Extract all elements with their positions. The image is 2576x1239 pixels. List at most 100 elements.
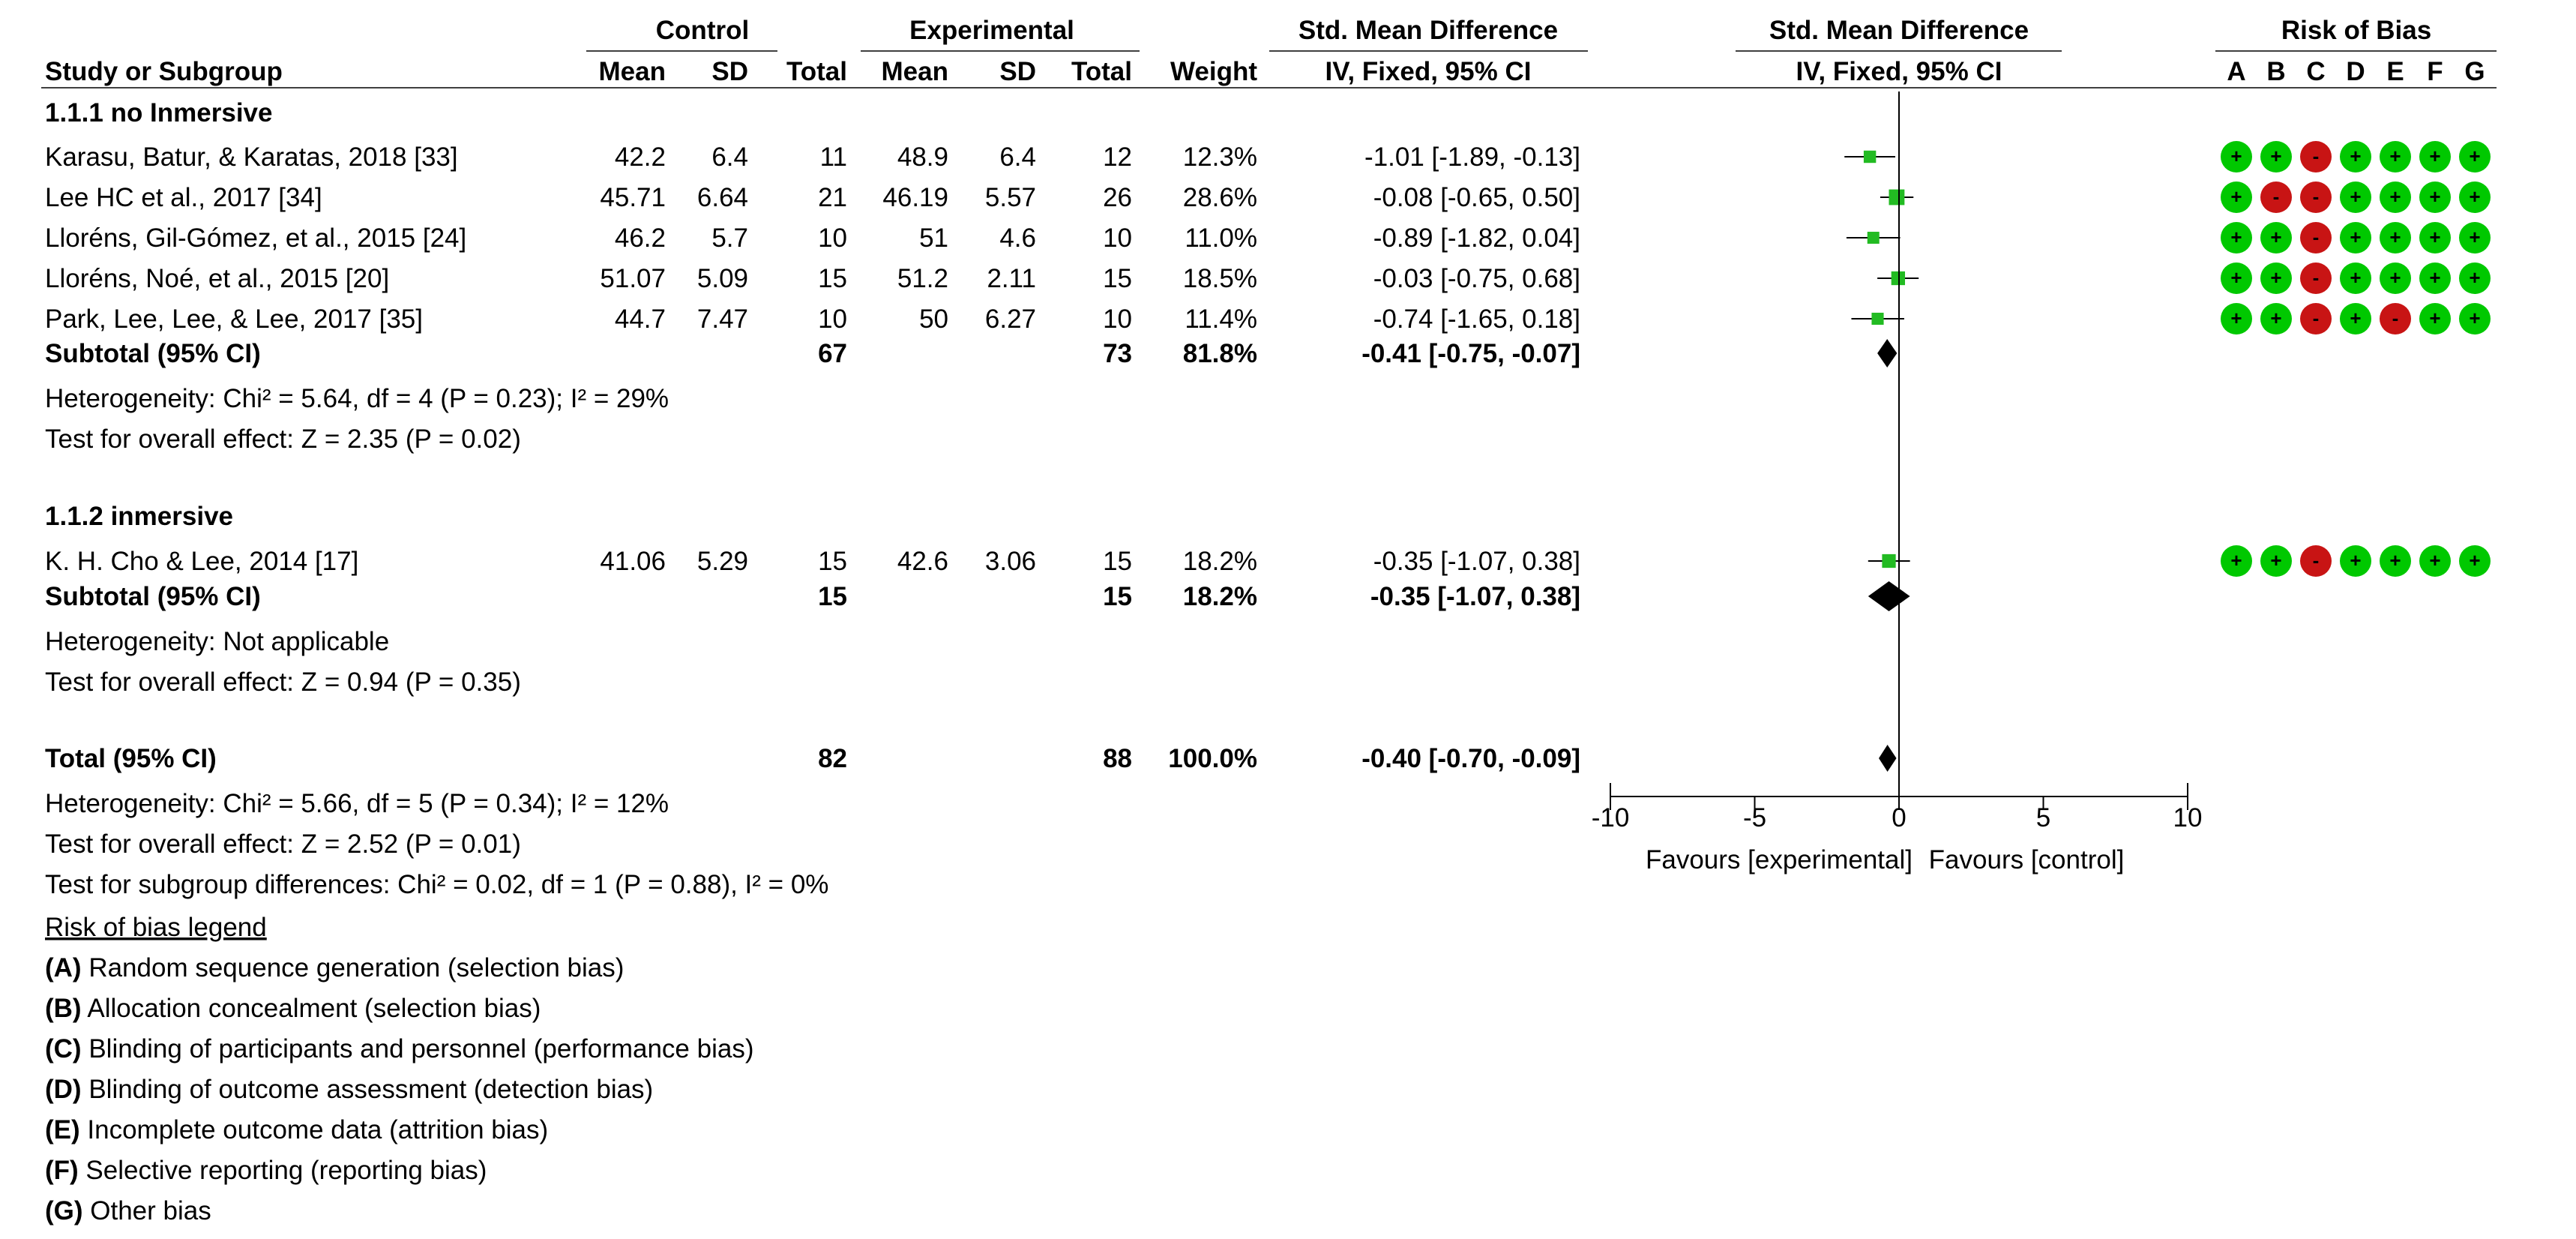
rob-dot-low: [2419, 303, 2451, 334]
rob-dot-low: [2419, 182, 2451, 213]
study-name: Lee HC et al., 2017 [34]: [45, 183, 322, 212]
experimental-sd-header: SD: [999, 57, 1036, 86]
total-weight: 100.0%: [1168, 744, 1257, 773]
study-weight: 18.5%: [1183, 264, 1257, 293]
rob-symbol: -: [2313, 145, 2320, 167]
favours-experimental-label: Favours [experimental]: [1646, 845, 1913, 874]
rob-dot-low: [2221, 262, 2252, 294]
rob-symbol: +: [2230, 185, 2242, 208]
rob-dot-low: [2221, 545, 2252, 577]
rob-legend-title: Risk of bias legend: [45, 913, 267, 942]
control-mean: 45.71: [600, 183, 666, 212]
rob-legend-text: Incomplete outcome data (attrition bias): [80, 1115, 548, 1144]
rob-dot-high: [2300, 182, 2332, 213]
rob-dot-high: [2380, 303, 2411, 334]
experimental-mean: 46.19: [882, 183, 948, 212]
rob-dot-low: [2419, 262, 2451, 294]
experimental-mean: 51.2: [897, 264, 948, 293]
experimental-total: 10: [1103, 224, 1132, 253]
rob-dot-low: [2340, 262, 2371, 294]
rob-dot-low: [2260, 545, 2292, 577]
subtotal-1-label: Subtotal (95% CI): [45, 339, 261, 368]
rob-letter-A: A: [2227, 57, 2245, 86]
rob-symbol: -: [2313, 549, 2320, 572]
experimental-sd: 4.6: [999, 224, 1036, 253]
study-ci: -0.03 [-0.75, 0.68]: [1373, 264, 1580, 293]
rob-symbol: +: [2270, 549, 2281, 572]
study-marker: [1891, 271, 1906, 286]
experimental-total: 12: [1103, 142, 1132, 172]
rob-dot-low: [2459, 141, 2491, 172]
experimental-sd: 5.57: [985, 183, 1036, 212]
control-sd-header: SD: [711, 57, 748, 86]
rob-symbol: +: [2350, 185, 2361, 208]
rob-dot-high: [2300, 222, 2332, 254]
control-total: 15: [818, 547, 847, 576]
rob-symbol: +: [2270, 145, 2281, 167]
rob-legend-item: (G) Other bias: [45, 1196, 211, 1226]
study-ci: -0.74 [-1.65, 0.18]: [1373, 304, 1580, 334]
rob-dot-low: [2260, 222, 2292, 254]
rob-dot-low: [2340, 222, 2371, 254]
rob-letter-C: C: [2306, 57, 2325, 86]
control-sd: 5.09: [697, 264, 748, 293]
rob-dot-low: [2340, 303, 2371, 334]
rob-symbol: -: [2313, 185, 2320, 208]
x-tick-label: 5: [2036, 803, 2050, 832]
rob-symbol: +: [2429, 307, 2440, 329]
rob-dot-low: [2380, 182, 2411, 213]
total-label: Total (95% CI): [45, 744, 217, 773]
group-1-heterogeneity: Heterogeneity: Chi² = 5.64, df = 4 (P = …: [45, 384, 669, 413]
study-name: Lloréns, Noé, et al., 2015 [20]: [45, 264, 389, 293]
subtotal-1-weight: 81.8%: [1183, 339, 1257, 368]
rob-symbol: +: [2350, 266, 2361, 289]
rob-legend-key: (G): [45, 1196, 83, 1226]
rob-symbol: +: [2389, 266, 2401, 289]
study-name: Park, Lee, Lee, & Lee, 2017 [35]: [45, 304, 423, 334]
study-weight: 11.4%: [1185, 304, 1257, 334]
rob-dot-low: [2221, 303, 2252, 334]
subtotal-1-ci: -0.41 [-0.75, -0.07]: [1361, 339, 1580, 368]
experimental-mean: 51: [919, 224, 948, 253]
rob-dot-low: [2221, 141, 2252, 172]
rob-symbol: +: [2230, 307, 2242, 329]
control-sd: 5.29: [697, 547, 748, 576]
study-marker: [1882, 554, 1896, 568]
rob-symbol: +: [2270, 226, 2281, 248]
rob-dot-low: [2380, 262, 2411, 294]
rob-dot-low: [2459, 182, 2491, 213]
control-total: 10: [818, 304, 847, 334]
rob-dot-low: [2260, 141, 2292, 172]
experimental-sd: 2.11: [987, 264, 1036, 293]
rob-dot-high: [2260, 182, 2292, 213]
rob-symbol: +: [2469, 307, 2480, 329]
rob-symbol: +: [2350, 145, 2361, 167]
study-name: Karasu, Batur, & Karatas, 2018 [33]: [45, 142, 458, 172]
rob-symbol: +: [2469, 145, 2480, 167]
control-total-header: Total: [786, 57, 847, 86]
rob-legend-key: (D): [45, 1075, 82, 1104]
control-total: 11: [820, 142, 847, 172]
study-marker: [1889, 189, 1905, 206]
rob-symbol: +: [2429, 549, 2440, 572]
rob-symbol: +: [2230, 266, 2242, 289]
rob-dot-low: [2459, 545, 2491, 577]
rob-dot-high: [2300, 545, 2332, 577]
rob-legend-item: (B) Allocation concealment (selection bi…: [45, 994, 541, 1023]
experimental-total: 15: [1103, 547, 1132, 576]
control-header: Control: [656, 16, 749, 45]
control-total: 15: [818, 264, 847, 293]
rob-symbol: +: [2469, 549, 2480, 572]
study-ci: -0.89 [-1.82, 0.04]: [1373, 224, 1580, 253]
x-tick-label: -5: [1743, 803, 1766, 832]
subgroup-differences: Test for subgroup differences: Chi² = 0.…: [45, 870, 828, 899]
rob-symbol: +: [2350, 226, 2361, 248]
control-sd: 6.64: [697, 183, 748, 212]
rob-symbol: +: [2429, 266, 2440, 289]
rob-symbol: +: [2389, 145, 2401, 167]
study-column-header: Study or Subgroup: [45, 57, 283, 86]
study-name: K. H. Cho & Lee, 2014 [17]: [45, 547, 358, 576]
rob-legend-text: Blinding of outcome assessment (detectio…: [82, 1075, 654, 1104]
study-marker: [1867, 232, 1880, 244]
rob-dot-low: [2380, 545, 2411, 577]
